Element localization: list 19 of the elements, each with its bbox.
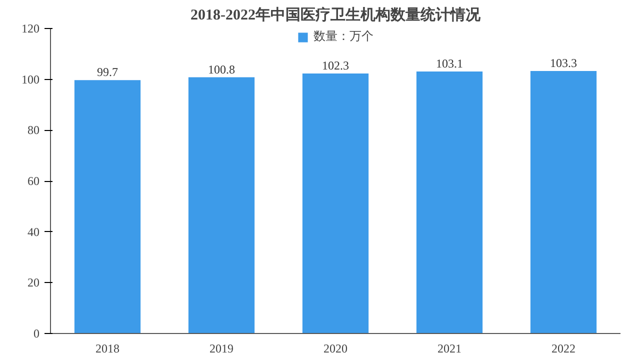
x-tick-label: 2019	[210, 342, 234, 356]
y-tick-label: 60	[28, 174, 40, 188]
x-tick-label: 2021	[438, 342, 462, 356]
x-tick-label: 2020	[324, 342, 348, 356]
legend-label: 数量：万个	[314, 28, 374, 45]
y-tick-label: 80	[28, 123, 40, 138]
data-label: 103.3	[550, 56, 577, 70]
chart-title: 2018-2022年中国医疗卫生机构数量统计情况	[190, 6, 482, 24]
data-label: 103.1	[436, 56, 463, 70]
x-tick-label: 2022	[552, 342, 576, 356]
y-tick-label: 20	[28, 276, 40, 290]
x-tick-label: 2018	[96, 342, 120, 356]
y-tick-label: 120	[22, 22, 40, 36]
y-tick-label: 40	[28, 224, 40, 239]
y-tick-label: 100	[22, 72, 40, 86]
data-label: 102.3	[322, 58, 349, 72]
data-label: 99.7	[97, 65, 118, 80]
y-tick-label: 0	[34, 326, 40, 340]
data-label: 100.8	[208, 62, 235, 76]
